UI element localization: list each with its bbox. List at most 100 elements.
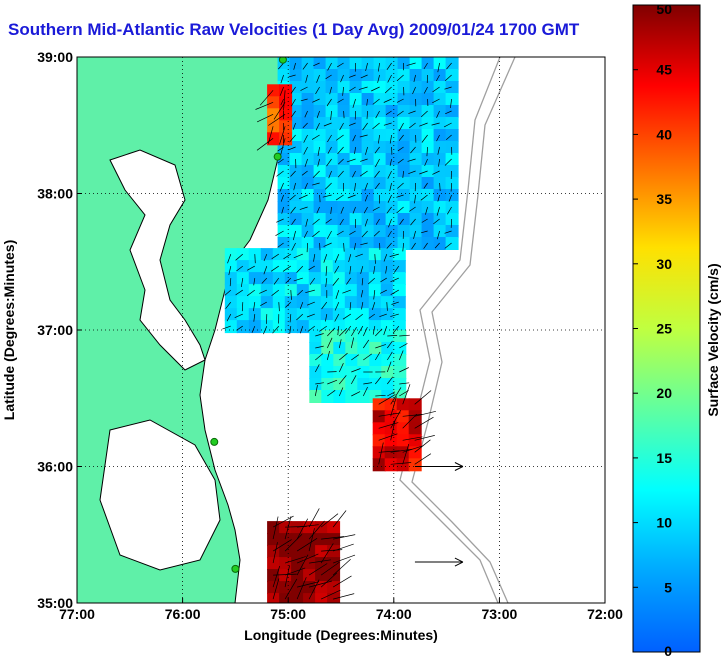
velocity-vector: [398, 350, 404, 361]
velocity-vector: [433, 218, 440, 225]
velocity-cell: [333, 390, 347, 403]
velocity-cell: [289, 57, 303, 70]
velocity-cell: [337, 189, 351, 202]
velocity-cell: [279, 581, 293, 595]
velocity-vector: [326, 98, 332, 107]
velocity-vector: [354, 146, 356, 154]
velocity-cell: [325, 129, 339, 142]
velocity-vector: [323, 253, 328, 263]
velocity-vector: [288, 146, 296, 151]
velocity-cell: [236, 296, 250, 310]
velocity-vector: [351, 327, 357, 337]
velocity-vector: [390, 396, 397, 417]
velocity-vector: [338, 363, 344, 373]
velocity-cell: [397, 117, 411, 130]
velocity-vector: [375, 328, 383, 337]
velocity-cell: [385, 165, 399, 178]
velocity-vector: [390, 420, 396, 441]
velocity-vector: [450, 182, 452, 192]
velocity-vector: [306, 313, 315, 318]
velocity-vector: [444, 158, 452, 166]
velocity-vector: [439, 182, 441, 192]
velocity-vector: [389, 134, 392, 144]
velocity-vector: [296, 554, 309, 576]
velocity-vector: [338, 158, 344, 165]
velocity-vector: [377, 74, 380, 83]
velocity-vector: [387, 194, 392, 203]
velocity-vector: [304, 182, 308, 190]
velocity-vector: [431, 122, 440, 126]
velocity-cell: [279, 545, 293, 559]
velocity-vector: [225, 301, 232, 309]
velocity-cell: [361, 201, 375, 214]
velocity-vector: [371, 301, 376, 311]
velocity-cell: [303, 593, 317, 603]
velocity-vector: [291, 242, 296, 251]
velocity-cell: [224, 248, 238, 262]
velocity-vector: [327, 327, 336, 337]
velocity-vector: [374, 146, 380, 154]
velocity-vector: [235, 289, 243, 296]
velocity-cell: [236, 320, 250, 334]
velocity-vector: [339, 122, 344, 131]
velocity-cell: [392, 296, 406, 310]
map-area: [77, 57, 516, 603]
velocity-cell: [272, 260, 286, 274]
velocity-vector: [332, 510, 347, 528]
velocity-cell: [248, 308, 262, 322]
velocity-cell: [445, 93, 459, 106]
velocity-vector: [299, 301, 304, 310]
velocity-vector: [386, 302, 388, 311]
velocity-vector: [390, 410, 402, 429]
velocity-cell: [267, 557, 281, 571]
velocity-vector: [254, 254, 256, 264]
velocity-cell: [396, 458, 410, 472]
velocity-vector: [379, 313, 387, 318]
velocity-vector: [434, 242, 440, 249]
velocity-cell: [361, 165, 375, 178]
velocity-cell: [267, 120, 281, 134]
velocity-vector: [320, 561, 340, 576]
velocity-vector: [378, 422, 399, 429]
velocity-cell: [345, 390, 359, 403]
velocity-cell: [384, 458, 398, 472]
velocity-cell: [260, 308, 274, 322]
velocity-vector: [414, 416, 434, 429]
velocity-cell: [445, 225, 459, 238]
velocity-vector: [340, 74, 344, 83]
velocity-vector: [374, 182, 380, 190]
velocity-cell: [313, 81, 327, 94]
velocity-vector: [348, 122, 356, 126]
velocity-cell: [224, 284, 238, 298]
velocity-vector: [373, 290, 376, 300]
velocity-cell: [396, 422, 410, 436]
velocity-vector: [298, 194, 308, 200]
velocity-vector: [374, 158, 380, 168]
velocity-cell: [349, 93, 363, 106]
velocity-vector: [396, 74, 404, 82]
velocity-vector: [305, 289, 315, 294]
velocity-vector: [364, 194, 368, 202]
velocity-vector: [284, 516, 292, 540]
velocity-vector: [436, 230, 440, 240]
velocity-vector: [323, 122, 332, 127]
velocity-vector: [364, 182, 368, 191]
velocity-cell: [380, 308, 394, 322]
velocity-vector: [276, 170, 284, 177]
velocity-cell: [372, 446, 386, 460]
velocity-vector: [357, 325, 364, 335]
velocity-vector: [260, 301, 267, 307]
velocity-cell: [333, 342, 347, 355]
velocity-vector: [350, 375, 357, 385]
velocity-cell: [392, 260, 406, 274]
velocity-cell: [381, 366, 395, 379]
velocity-cell: [260, 296, 274, 310]
velocity-cell: [397, 141, 411, 154]
velocity-vector: [302, 62, 308, 70]
velocity-cell: [279, 84, 293, 98]
velocity-vector: [227, 253, 232, 264]
velocity-vector: [409, 206, 416, 212]
velocity-vector: [392, 325, 400, 334]
velocity-vector: [380, 277, 387, 283]
velocity-cell: [301, 237, 315, 250]
